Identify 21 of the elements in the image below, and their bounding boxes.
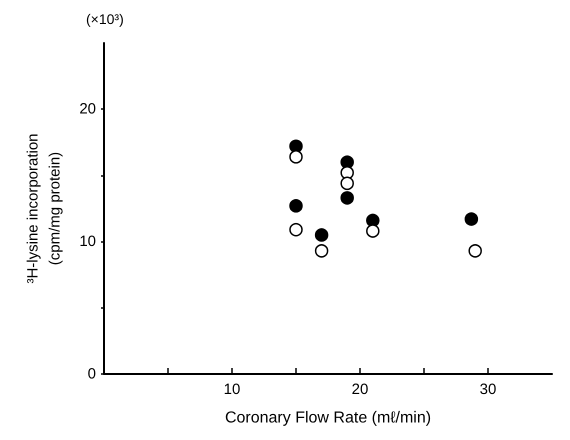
point <box>340 155 354 169</box>
point <box>289 199 303 213</box>
point <box>366 214 380 228</box>
point <box>340 176 354 190</box>
x-tick-label: 20 <box>352 381 368 398</box>
y-tick-label: 0 <box>88 366 96 382</box>
x-tick-label: 30 <box>480 381 496 398</box>
point <box>289 150 303 164</box>
x-axis-title: Coronary Flow Rate (mℓ/min) <box>224 410 432 426</box>
point <box>289 222 303 236</box>
point <box>340 191 354 205</box>
y-tick-label: 20 <box>79 100 96 118</box>
text: (×10³) <box>86 11 124 27</box>
y-axis-title: ³H-lysine incorporation (cpm/mg protein) <box>24 133 64 284</box>
point <box>468 244 482 258</box>
y-tick-label: 10 <box>79 233 96 250</box>
point <box>314 228 328 242</box>
x-tick-label: 10 <box>224 381 240 398</box>
point <box>314 244 328 258</box>
point <box>366 224 380 238</box>
point <box>464 212 478 226</box>
